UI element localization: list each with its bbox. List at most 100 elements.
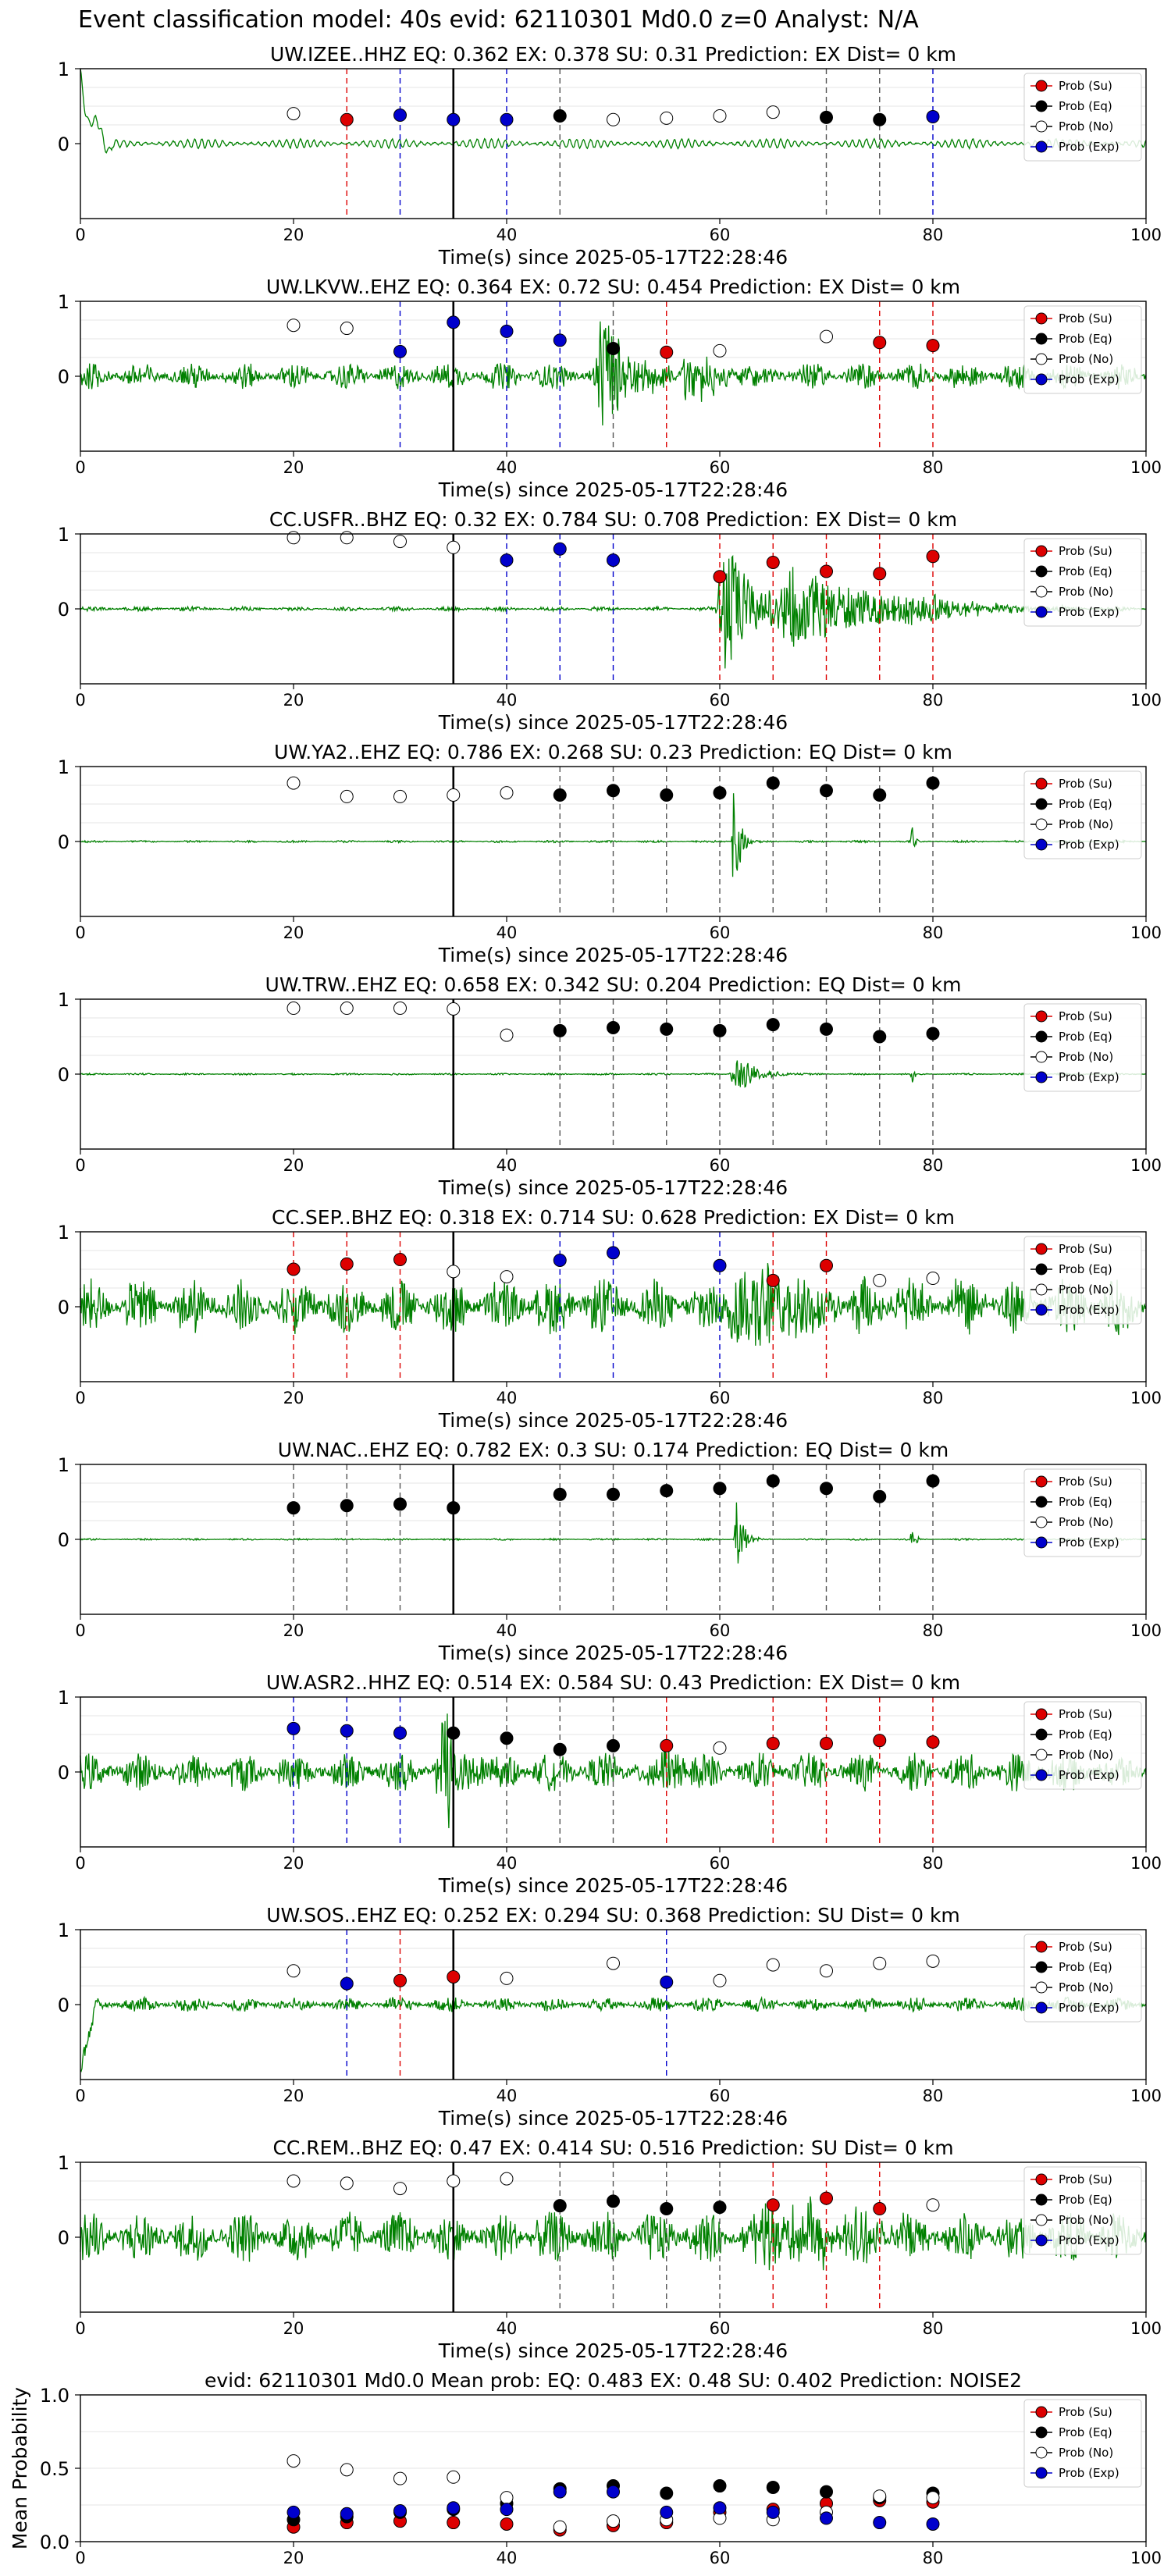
prob-marker-no-5-10 [873, 1273, 887, 1287]
prob-marker-no-4-2 [393, 1002, 407, 1016]
panel-10: evid: 62110301 Md0.0 Mean prob: EQ: 0.48… [9, 2369, 1162, 2567]
mean-marker-exp-5 [553, 2485, 567, 2499]
prob-marker-no-3-0 [287, 776, 301, 790]
mean-marker-eq-10 [820, 2485, 833, 2499]
panel-4: UW.TRW..EHZ EQ: 0.658 EX: 0.342 SU: 0.20… [58, 973, 1162, 1199]
prob-marker-no-1-9 [820, 329, 833, 343]
legend-label-exp: Prob (Exp) [1059, 372, 1119, 386]
x-tick-label-9-3: 60 [710, 2319, 731, 2338]
mean-marker-su-4 [500, 2517, 514, 2531]
legend-label-su: Prob (Su) [1059, 1009, 1112, 1023]
prob-marker-su-5-2 [393, 1253, 407, 1267]
legend-label-exp: Prob (Exp) [1059, 2001, 1119, 2015]
prob-marker-no-9-0 [287, 2174, 301, 2188]
prob-marker-eq-3-5 [553, 788, 567, 802]
prob-marker-no-0-6 [607, 112, 620, 126]
x-tick-label-7-0: 0 [75, 1854, 85, 1873]
x-tick-label-1-1: 20 [283, 458, 304, 477]
prob-marker-eq-4-12 [926, 1026, 940, 1041]
y-tick-label-5-0: 0 [58, 1297, 69, 1318]
legend-marker-no [1035, 2214, 1048, 2226]
prob-marker-su-2-10 [873, 567, 887, 581]
prob-marker-eq-6-2 [393, 1497, 407, 1511]
legend-label-exp: Prob (Exp) [1059, 605, 1119, 619]
prob-marker-no-8-7 [713, 1973, 727, 1987]
prob-marker-no-4-3 [447, 1002, 461, 1016]
legend-label-su: Prob (Su) [1059, 544, 1112, 558]
prob-marker-no-4-4 [500, 1028, 514, 1042]
mean-marker-eq-9 [766, 2480, 780, 2494]
x-tick-label-0-5: 100 [1130, 226, 1162, 244]
x-tick-label-4-4: 80 [923, 1156, 944, 1175]
panel-1-legend: Prob (Su) Prob (Eq) Prob (No) Prob (Exp) [1023, 305, 1142, 394]
mean-marker-no-11 [873, 2489, 887, 2503]
legend-marker-no [1035, 120, 1048, 133]
waveform-5 [80, 1263, 1147, 1346]
panel-7: UW.ASR2..HHZ EQ: 0.514 EX: 0.584 SU: 0.4… [58, 1671, 1162, 1897]
legend-marker-no [1035, 585, 1048, 598]
legend-marker-no [1035, 1749, 1048, 1761]
panel-8-legend: Prob (Su) Prob (Eq) Prob (No) Prob (Exp) [1023, 1934, 1142, 2023]
prob-marker-no-2-3 [447, 540, 461, 554]
legend-label-su: Prob (Su) [1059, 1475, 1112, 1489]
x-tick-label-10-4: 80 [923, 2549, 944, 2567]
prob-marker-exp-5-6 [607, 1246, 620, 1260]
x-tick-label-4-3: 60 [710, 1156, 731, 1175]
prob-marker-exp-0-12 [926, 109, 940, 123]
x-tick-label-8-4: 80 [923, 2087, 944, 2105]
prob-marker-no-4-1 [340, 1002, 354, 1016]
prob-marker-no-9-2 [393, 2182, 407, 2196]
panel-title-6: UW.NAC..EHZ EQ: 0.782 EX: 0.3 SU: 0.174 … [278, 1439, 949, 1461]
prob-marker-no-5-4 [500, 1270, 514, 1284]
panel-8: UW.SOS..EHZ EQ: 0.252 EX: 0.294 SU: 0.36… [58, 1904, 1162, 2129]
y-tick-label-3-1: 1 [58, 756, 69, 778]
legend-marker-no [1035, 1981, 1048, 1994]
y-tick-label-0-0: 0 [58, 133, 69, 155]
legend-marker-no [1035, 1283, 1048, 1296]
legend-marker-exp [1035, 838, 1048, 851]
mean-marker-no-3 [447, 2470, 461, 2484]
prob-marker-no-1-0 [287, 318, 301, 333]
prob-marker-eq-6-9 [820, 1482, 833, 1496]
axes-frame-6 [80, 1464, 1147, 1615]
axes-frame-1 [80, 301, 1147, 452]
legend-frame [1023, 2166, 1142, 2255]
x-tick-label-7-2: 40 [497, 1854, 518, 1873]
x-axis-label-6: Time(s) since 2025-05-17T22:28:46 [438, 1642, 788, 1664]
prob-marker-no-8-10 [873, 1956, 887, 1970]
panel-0: UW.IZEE..HHZ EQ: 0.362 EX: 0.378 SU: 0.3… [58, 43, 1162, 269]
prob-marker-no-5-3 [447, 1265, 461, 1279]
prob-marker-eq-9-7 [660, 2202, 674, 2216]
axes-frame-9 [80, 2161, 1147, 2313]
axes-frame-0 [80, 68, 1147, 219]
x-axis-label-3: Time(s) since 2025-05-17T22:28:46 [438, 944, 788, 966]
mean-marker-exp-4 [500, 2503, 514, 2517]
panel-title-10: evid: 62110301 Md0.0 Mean prob: EQ: 0.48… [205, 2369, 1022, 2392]
legend-marker-su [1035, 1243, 1048, 1255]
prob-marker-su-5-1 [340, 1257, 354, 1271]
axes-frame-8 [80, 1929, 1147, 2080]
legend-frame [1023, 1701, 1142, 1790]
y-tick-label-8-1: 1 [58, 1920, 69, 1941]
prob-marker-su-2-8 [766, 555, 780, 569]
prob-marker-eq-6-6 [660, 1484, 674, 1498]
legend-frame [1023, 1236, 1142, 1325]
x-tick-label-6-0: 0 [75, 1621, 85, 1640]
panel-9: CC.REM..BHZ EQ: 0.47 EX: 0.414 SU: 0.516… [58, 2137, 1162, 2362]
x-tick-label-10-3: 60 [710, 2549, 731, 2567]
legend-label-exp: Prob (Exp) [1059, 2233, 1119, 2247]
prob-marker-eq-3-7 [660, 788, 674, 802]
x-tick-label-8-3: 60 [710, 2087, 731, 2105]
legend-label-no: Prob (No) [1059, 1980, 1113, 1994]
mean-marker-no-2 [393, 2471, 407, 2485]
prob-marker-no-8-4 [500, 1971, 514, 1985]
prob-marker-su-8-3 [447, 1969, 461, 1984]
figure-suptitle: Event classification model: 40s evid: 62… [78, 6, 919, 34]
prob-marker-no-0-9 [766, 105, 780, 119]
panel-2-legend: Prob (Su) Prob (Eq) Prob (No) Prob (Exp) [1023, 538, 1142, 627]
prob-marker-no-4-0 [287, 1002, 301, 1016]
prob-marker-no-5-11 [926, 1272, 940, 1286]
x-tick-label-9-2: 40 [497, 2319, 518, 2338]
mean-marker-exp-10 [820, 2511, 833, 2525]
